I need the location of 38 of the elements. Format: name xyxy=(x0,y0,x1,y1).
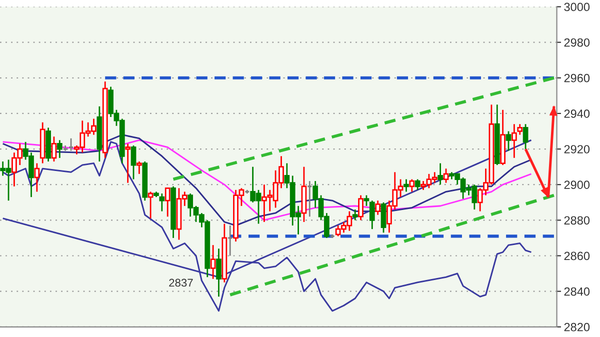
y-tick-label: 2940 xyxy=(564,109,590,118)
candlestick xyxy=(358,194,364,221)
candlestick xyxy=(352,208,358,221)
annotation: 2837 xyxy=(169,278,193,287)
candlestick xyxy=(443,168,449,184)
candlestick xyxy=(34,162,40,192)
candlestick xyxy=(216,248,222,298)
candlestick xyxy=(517,123,523,136)
y-tick-label: 2820 xyxy=(564,322,590,332)
candlestick xyxy=(56,139,62,159)
candlestick xyxy=(438,162,444,186)
candlestick xyxy=(506,130,512,152)
candlestick xyxy=(136,160,142,175)
candlestick xyxy=(130,144,136,180)
y-tick-label: 2860 xyxy=(564,252,590,260)
candlestick xyxy=(375,200,381,216)
y-tick-label: 2900 xyxy=(564,180,590,189)
y-tick-label: 2980 xyxy=(564,38,590,47)
candlestick xyxy=(369,200,375,230)
candlestick xyxy=(414,178,420,191)
candlestick xyxy=(164,187,170,218)
y-tick-label: 2920 xyxy=(564,145,590,154)
candlestick xyxy=(125,143,131,184)
candlestick xyxy=(159,192,165,212)
candlestick xyxy=(227,224,233,256)
candlestick xyxy=(51,136,57,162)
candlestick xyxy=(409,178,415,192)
candlestick xyxy=(404,178,409,192)
y-tick-label: 3000 xyxy=(564,2,590,12)
y-tick-label: 2880 xyxy=(564,216,590,225)
candlestick xyxy=(364,194,370,207)
candlestick xyxy=(210,244,216,280)
candlestick xyxy=(512,123,517,159)
candlestick xyxy=(148,191,154,220)
y-tick-label: 2960 xyxy=(564,74,590,82)
candlestick xyxy=(522,123,528,150)
candlestick xyxy=(380,202,386,234)
y-tick-label: 2840 xyxy=(564,287,590,296)
